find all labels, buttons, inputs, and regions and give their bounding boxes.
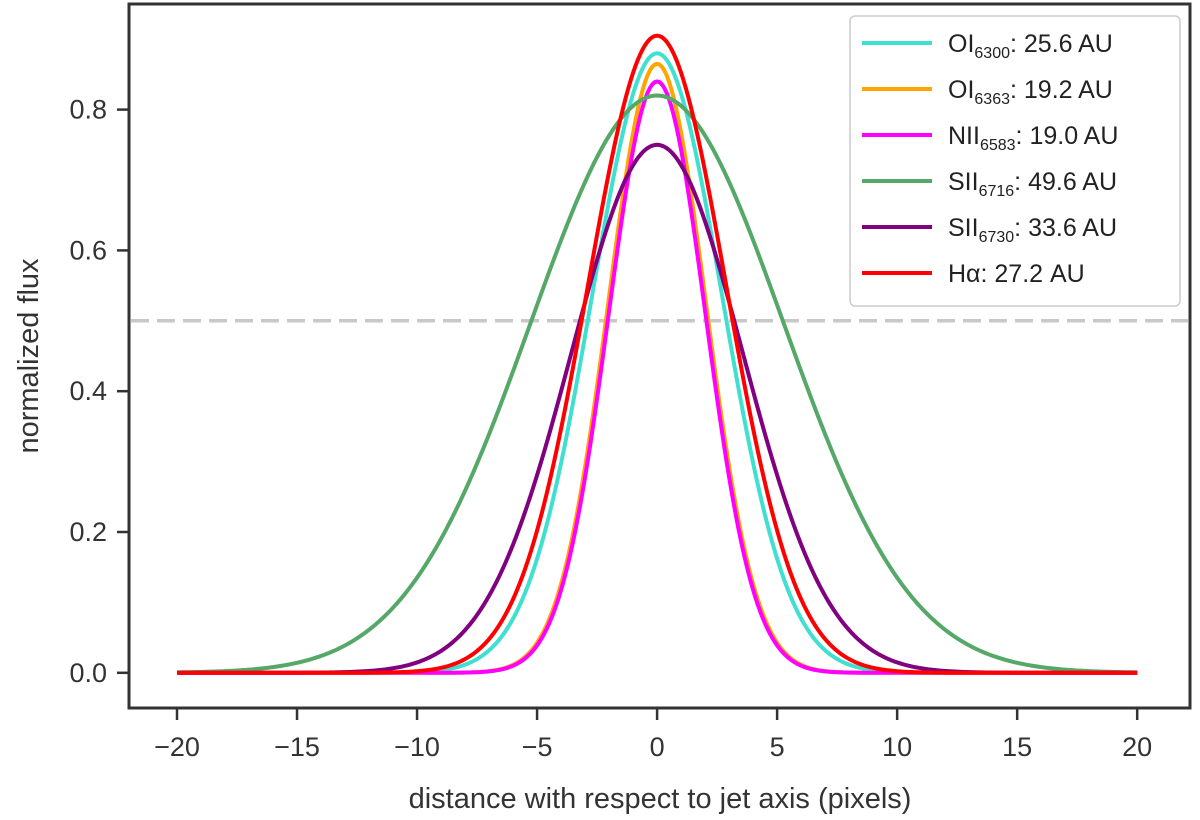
legend-label: OI6363: 19.2 AU (948, 76, 1113, 108)
plot-frame (127, 2, 1192, 710)
x-tick-label: −10 (394, 732, 440, 762)
y-tick-label: 0.2 (69, 517, 107, 547)
x-axis-label: distance with respect to jet axis (pixel… (409, 783, 912, 815)
y-tick-label: 0.8 (69, 95, 107, 125)
legend-label: SII6716: 49.6 AU (948, 168, 1117, 200)
x-tick-label: −15 (274, 732, 320, 762)
y-tick-label: 0.0 (69, 658, 107, 688)
legend-label: OI6300: 25.6 AU (948, 30, 1113, 62)
y-tick-label: 0.6 (69, 235, 107, 265)
y-tick-label: 0.4 (69, 376, 107, 406)
legend-label: NII6583: 19.0 AU (948, 122, 1118, 154)
x-tick-label: 10 (882, 732, 912, 762)
y-axis-ticks: 0.0 0.2 0.4 0.6 0.8 (69, 95, 129, 688)
legend-box (849, 15, 1181, 307)
x-tick-label: −5 (522, 732, 553, 762)
legend-label: Hα: 27.2 AU (948, 260, 1085, 288)
x-tick-label: 20 (1122, 732, 1152, 762)
series-line-5 (177, 33, 1138, 675)
legend: OI6300: 25.6 AU OI6363: 19.2 AU NII6583: 1… (849, 15, 1181, 307)
series-line-3 (176, 93, 1138, 675)
legend-label: SII6730: 33.6 AU (948, 214, 1117, 246)
x-tick-label: 0 (650, 732, 665, 762)
x-tick-label: 5 (770, 732, 785, 762)
y-axis-label: normalized flux (13, 258, 45, 454)
x-tick-label: −20 (154, 732, 200, 762)
x-axis-ticks: −20 −15 −10 −5 0 5 10 15 20 (154, 708, 1152, 762)
series-layer (176, 33, 1138, 675)
x-tick-label: 15 (1002, 732, 1032, 762)
